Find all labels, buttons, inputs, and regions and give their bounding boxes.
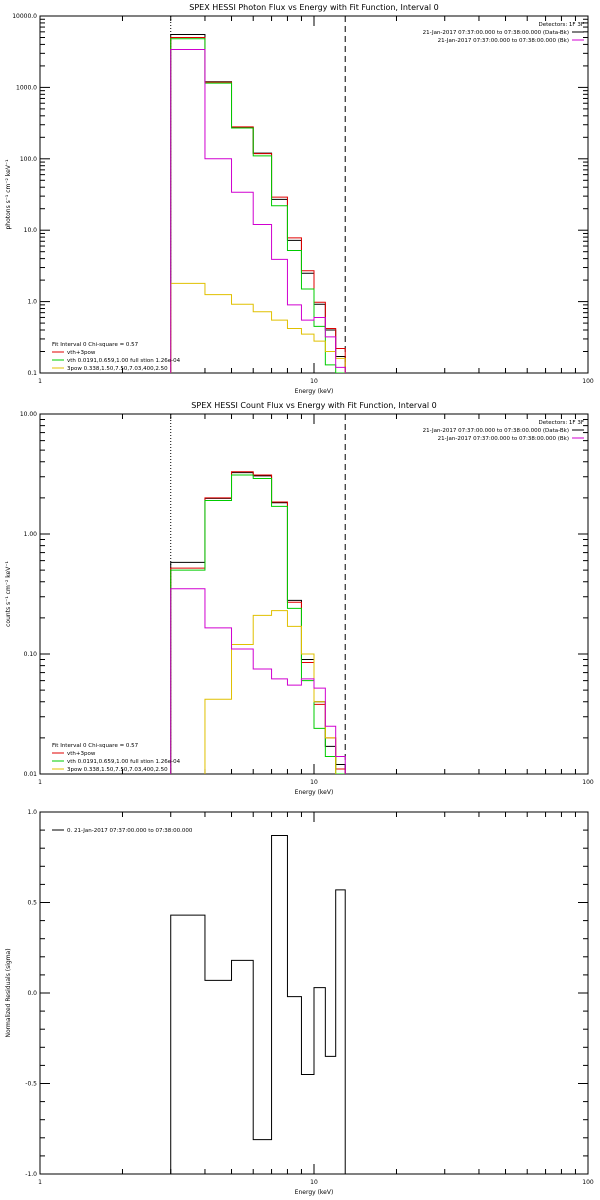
residuals-panel: Energy (keV) Normalized Residuals (sigma… [5,809,594,1196]
count-flux-y-tick-label: 10.00 [20,411,37,418]
photon-flux-legend-label-bottom-0: vth+3pow [67,350,96,356]
count-flux-legend-label-top-1: 21-Jan-2017 07:37:00.000 to 07:38:00.000… [438,436,569,442]
residuals-y-tick-label: 1.0 [27,809,37,816]
photon-flux-y-tick-label: 0.1 [27,370,37,377]
count-flux-legend-label-top-0: 21-Jan-2017 07:37:00.000 to 07:38:00.000… [423,428,569,434]
photon-flux-title: SPEX HESSI Photon Flux vs Energy with Fi… [189,3,439,12]
photon-flux-series-vth [170,38,346,373]
photon-flux-legend-label-top-0: 21-Jan-2017 07:37:00.000 to 07:38:00.000… [423,30,569,36]
count-flux-y-axis-label: counts s⁻¹ cm⁻² keV⁻¹ [5,561,12,627]
photon-flux-y-tick-label: 10.0 [24,227,38,234]
count-flux-y-tick-label: 0.10 [24,651,38,658]
photon-flux-fit-header: Fit Interval 0 Chi-square = 0.57 [52,342,139,348]
photon-flux-x-tick-label: 10 [310,378,318,385]
residuals-y-tick-label: 0.5 [27,900,37,907]
photon-flux-data-area [170,34,346,373]
count-flux-x-axis-label: Energy (keV) [295,789,334,796]
count-flux-y-tick-label: 1.00 [24,531,38,538]
count-flux-series-fit-total [170,471,346,774]
count-flux-series-bpow [204,610,337,774]
residuals-y-tick-label: 0.0 [27,990,37,997]
photon-flux-y-tick-label: 1.0 [27,299,37,306]
photon-flux-legend-label-top-1: 21-Jan-2017 07:37:00.000 to 07:38:00.000… [438,38,569,44]
residuals-data-area [170,835,346,1174]
photon-flux-x-axis-label: Energy (keV) [295,388,334,395]
count-flux-title: SPEX HESSI Count Flux vs Energy with Fit… [191,401,436,410]
photon-flux-y-tick-label: 100.0 [20,156,37,163]
photon-flux-legend-label-bottom-1: vth 0.0191,0.659,1.00 full stion 1.26e-0… [67,358,181,364]
photon-flux-series-fit-total [170,36,346,373]
count-flux-fit-header: Fit Interval 0 Chi-square = 0.57 [52,743,139,749]
count-flux-series-data-bs [170,472,346,774]
photon-flux-x-tick-label: 100 [582,378,594,385]
residuals-x-axis-label: Energy (keV) [295,1189,334,1196]
residuals-x-tick-label: 10 [310,1179,318,1186]
residuals-legend-label-top-left-0: 0. 21-Jan-2017 07:37:00.000 to 07:38:00.… [67,828,193,834]
count-flux-series-data-bk [170,588,346,774]
count-flux-x-tick-label: 100 [582,779,594,786]
residuals-x-tick-label: 100 [582,1179,594,1186]
count-flux-y-tick-label: 0.01 [24,771,38,778]
residuals-x-tick-label: 1 [38,1179,42,1186]
photon-flux-y-tick-label: 10000.0 [12,13,37,20]
photon-flux-legend-label-bottom-2: 3pow 0.338,1.50,7.50,7.03,400,2.50 [67,366,168,372]
count-flux-legend-label-bottom-2: 3pow 0.338,1.50,7.50,7.03,400,2.50 [67,767,168,773]
count-flux-x-tick-label: 10 [310,779,318,786]
residuals-y-tick-label: -1.0 [25,1171,37,1178]
count-flux-series-vth [170,474,346,774]
count-flux-data-area [170,471,346,774]
residuals-series-data-bs [170,835,346,1174]
photon-flux-series-bpow [170,282,346,373]
count-flux-x-tick-label: 1 [38,779,42,786]
count-flux-detectors-label: Detectors: 1F 3F [538,420,584,426]
residuals-y-axis-label: Normalized Residuals (sigma) [5,948,12,1037]
photon-flux-detectors-label: Detectors: 1F 3F [538,22,584,28]
residuals-y-tick-label: -0.5 [25,1081,37,1088]
photon-flux-y-axis-label: photons s⁻¹ cm⁻² keV⁻¹ [5,159,12,230]
photon-flux-x-tick-label: 1 [38,378,42,385]
photon-flux-series-data-bk [170,48,346,373]
photon-flux-panel: SPEX HESSI Photon Flux vs Energy with Fi… [5,3,594,395]
photon-flux-y-tick-label: 1000.0 [16,84,37,91]
count-flux-legend-label-bottom-1: vth 0.0191,0.659,1.00 full stion 1.26e-0… [67,759,181,765]
count-flux-panel: SPEX HESSI Count Flux vs Energy with Fit… [5,401,594,796]
count-flux-legend-label-bottom-0: vth+3pow [67,751,96,757]
